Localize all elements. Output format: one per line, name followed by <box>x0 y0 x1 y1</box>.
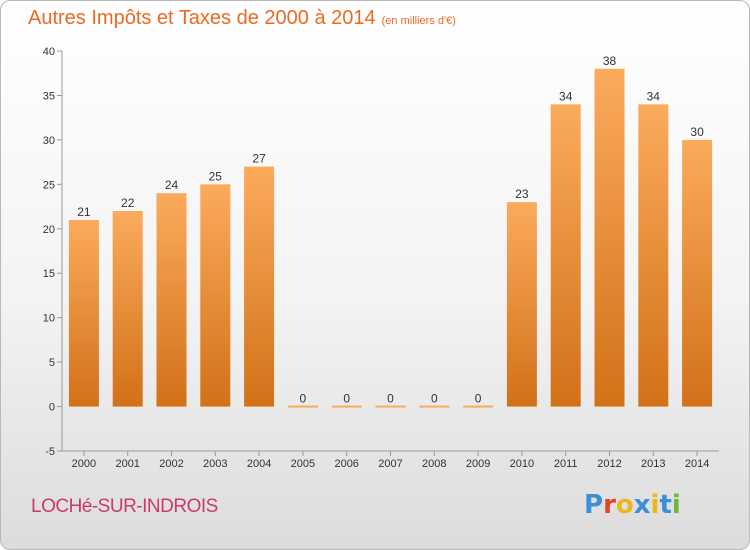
bar <box>156 193 187 407</box>
bar <box>244 166 275 407</box>
x-tick-label: 2000 <box>72 458 96 470</box>
bar-value-label: 0 <box>343 392 350 406</box>
y-tick-label: 40 <box>43 46 55 58</box>
logo-letter: t <box>659 490 672 520</box>
logo-letter: x <box>633 490 651 520</box>
logo-letter: i <box>671 490 681 520</box>
logo-letter: r <box>603 490 616 520</box>
y-tick-label: 35 <box>43 90 55 102</box>
y-tick-label: 0 <box>49 402 55 414</box>
y-tick-label: 20 <box>43 224 55 236</box>
y-tick-label: 15 <box>43 268 55 280</box>
bar <box>200 184 231 407</box>
bar-value-label: 38 <box>603 54 617 68</box>
y-tick-label: -5 <box>45 446 55 458</box>
x-tick-label: 2003 <box>203 458 227 470</box>
bar <box>375 405 406 408</box>
bars <box>68 68 713 408</box>
title-row: Autres Impôts et Taxes de 2000 à 2014 (en… <box>28 7 456 30</box>
x-tick-label: 2006 <box>334 458 358 470</box>
proxiti-logo: Proxiti <box>584 490 681 520</box>
x-tick-label: 2001 <box>115 458 139 470</box>
bar-value-label: 0 <box>387 392 394 406</box>
x-tick-label: 2009 <box>466 458 490 470</box>
bar-value-label: 30 <box>690 125 704 139</box>
bar-value-label: 27 <box>252 152 266 166</box>
logo-letter: o <box>615 490 634 520</box>
labels: 21 2000 22 2001 24 2002 25 2003 27 2004 0 2005 0 2006… <box>72 54 710 470</box>
x-tick-label: 2010 <box>510 458 534 470</box>
bar-value-label: 21 <box>77 205 91 219</box>
x-tick-label: 2011 <box>554 458 578 470</box>
x-tick-label: 2007 <box>378 458 402 470</box>
y-tick-label: 5 <box>49 357 55 369</box>
x-tick-label: 2004 <box>247 458 271 470</box>
axes: -5 0 5 10 15 20 25 30 35 40 <box>43 46 719 458</box>
bar <box>419 405 450 408</box>
x-tick-label: 2008 <box>422 458 446 470</box>
bar <box>550 104 581 407</box>
x-tick-label: 2012 <box>597 458 621 470</box>
bar <box>594 68 625 407</box>
bar-value-label: 23 <box>515 187 529 201</box>
commune-name: LOCHé-SUR-INDROIS <box>31 496 218 517</box>
bar <box>506 202 537 407</box>
bar <box>638 104 669 407</box>
logo-letter: P <box>584 490 604 520</box>
bar-value-label: 24 <box>165 178 179 192</box>
y-tick-label: 25 <box>43 179 55 191</box>
y-tick-label: 30 <box>43 135 55 147</box>
bar-value-label: 34 <box>559 89 573 103</box>
x-tick-label: 2005 <box>291 458 315 470</box>
chart-subtitle: (en milliers d'€) <box>381 15 456 27</box>
bar-value-label: 34 <box>647 89 661 103</box>
bar-value-label: 25 <box>209 169 223 183</box>
x-tick-label: 2002 <box>159 458 183 470</box>
x-tick-label: 2014 <box>685 458 709 470</box>
bar-value-label: 22 <box>121 196 135 210</box>
bar-value-label: 0 <box>431 392 438 406</box>
chart-title: Autres Impôts et Taxes de 2000 à 2014 <box>28 7 376 29</box>
y-tick-label: 10 <box>43 313 55 325</box>
bar <box>287 405 318 408</box>
bar <box>331 405 362 408</box>
bar-value-label: 0 <box>300 392 307 406</box>
logo-letter: i <box>650 490 660 520</box>
bar <box>463 405 494 408</box>
x-tick-label: 2013 <box>641 458 665 470</box>
bar-value-label: 0 <box>475 392 482 406</box>
bar <box>68 219 99 407</box>
bar <box>682 139 713 407</box>
bar <box>112 211 143 407</box>
